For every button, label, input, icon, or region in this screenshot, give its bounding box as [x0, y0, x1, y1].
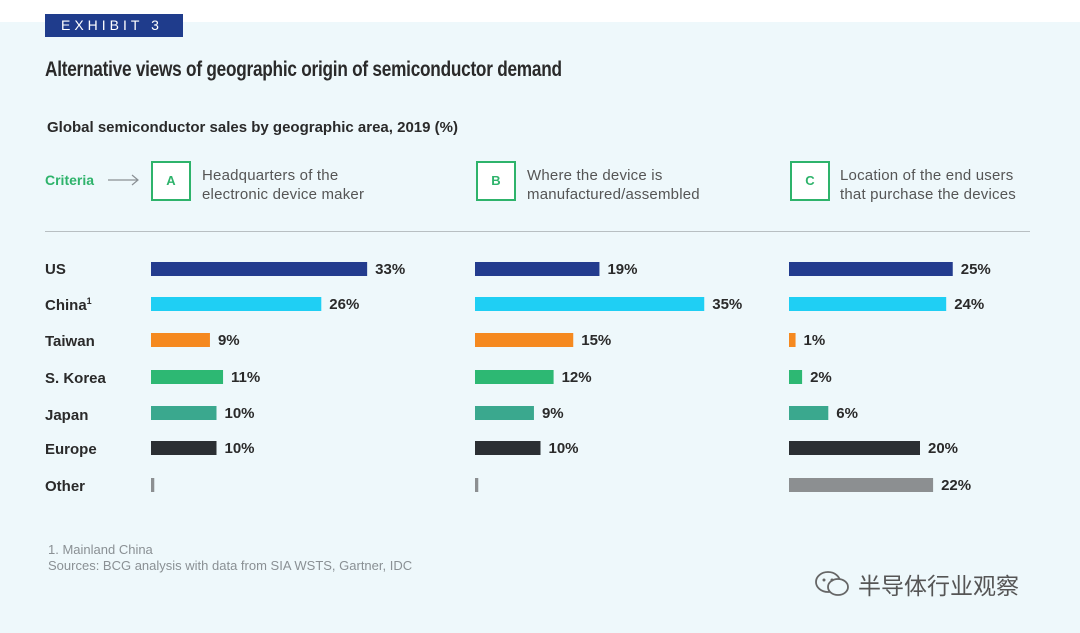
- criteria-a-box: A: [151, 161, 191, 201]
- data-label-c-3: 2%: [810, 369, 832, 386]
- criteria-a-line2: electronic device maker: [202, 186, 365, 203]
- bar-c-2: [789, 333, 796, 347]
- data-label-b-0: 19%: [607, 261, 637, 278]
- bar-b-5: [475, 441, 541, 455]
- row-label-skorea: S. Korea: [45, 370, 106, 387]
- data-label-a-1: 26%: [329, 296, 359, 313]
- data-label-b-4: 9%: [542, 405, 564, 422]
- data-label-b-5: 10%: [549, 440, 579, 457]
- data-label-a-2: 9%: [218, 332, 240, 349]
- bar-a-6: [151, 478, 155, 492]
- row-label-japan: Japan: [45, 407, 89, 424]
- data-label-c-2: 1%: [804, 332, 826, 349]
- bar-a-5: [151, 441, 217, 455]
- bar-c-3: [789, 370, 803, 384]
- divider: [45, 231, 1030, 232]
- bar-c-0: [789, 262, 953, 276]
- criteria-b-text: Where the device is manufactured/assembl…: [527, 166, 727, 204]
- criteria-c-line1: Location of the end users: [840, 167, 1014, 184]
- bar-a-0: [151, 262, 368, 276]
- row-label-taiwan: Taiwan: [45, 333, 95, 350]
- bar-b-0: [475, 262, 600, 276]
- row-label-china: China1: [45, 296, 92, 314]
- bar-b-1: [475, 297, 705, 311]
- data-label-a-0: 33%: [375, 261, 405, 278]
- footnote-sources: Sources: BCG analysis with data from SIA…: [48, 558, 413, 573]
- bar-b-6: [475, 478, 479, 492]
- bar-a-1: [151, 297, 322, 311]
- bar-c-4: [789, 406, 829, 420]
- criteria-b-line1: Where the device is: [527, 167, 663, 184]
- data-label-c-6: 22%: [941, 477, 971, 494]
- footnote-marker: 1: [86, 296, 92, 306]
- data-label-a-4: 10%: [225, 405, 255, 422]
- bar-a-3: [151, 370, 224, 384]
- data-label-b-2: 15%: [581, 332, 611, 349]
- data-label-b-3: 12%: [562, 369, 592, 386]
- bar-b-4: [475, 406, 534, 420]
- data-label-c-0: 25%: [961, 261, 991, 278]
- criteria-label: Criteria: [45, 172, 95, 188]
- exhibit-tag: EXHIBIT 3: [45, 14, 183, 37]
- bar-a-2: [151, 333, 210, 347]
- chart-title: Alternative views of geographic origin o…: [45, 58, 562, 81]
- criteria-b-line2: manufactured/assembled: [527, 186, 700, 203]
- bar-c-6: [789, 478, 934, 492]
- footnote-note: 1. Mainland China: [48, 542, 153, 557]
- criteria-c-text: Location of the end users that purchase …: [840, 166, 1040, 204]
- criteria-c-box: C: [790, 161, 830, 201]
- data-label-a-3: 11%: [231, 369, 260, 386]
- data-label-c-5: 20%: [928, 440, 958, 457]
- row-label-europe: Europe: [45, 441, 97, 458]
- criteria-b-box: B: [476, 161, 516, 201]
- data-label-b-1: 35%: [712, 296, 742, 313]
- bar-a-4: [151, 406, 217, 420]
- data-label-a-5: 10%: [225, 440, 255, 457]
- criteria-a-line1: Headquarters of the: [202, 167, 339, 184]
- data-label-c-4: 6%: [836, 405, 858, 422]
- data-label-c-1: 24%: [954, 296, 984, 313]
- bar-b-3: [475, 370, 554, 384]
- row-label-us: US: [45, 261, 66, 278]
- chart-panel: [0, 22, 1080, 633]
- criteria-c-line2: that purchase the devices: [840, 186, 1016, 203]
- wechat-icon: [815, 571, 849, 596]
- bar-c-1: [789, 297, 947, 311]
- watermark: 半导体行业观察: [858, 574, 1019, 600]
- criteria-a-text: Headquarters of the electronic device ma…: [202, 166, 402, 204]
- bar-c-5: [789, 441, 920, 455]
- arrow-right-icon: [108, 174, 139, 186]
- chart-subtitle: Global semiconductor sales by geographic…: [47, 119, 458, 136]
- bar-b-2: [475, 333, 574, 347]
- footnote: 1. Mainland China Sources: BCG analysis …: [48, 542, 412, 574]
- row-label-other: Other: [45, 478, 86, 495]
